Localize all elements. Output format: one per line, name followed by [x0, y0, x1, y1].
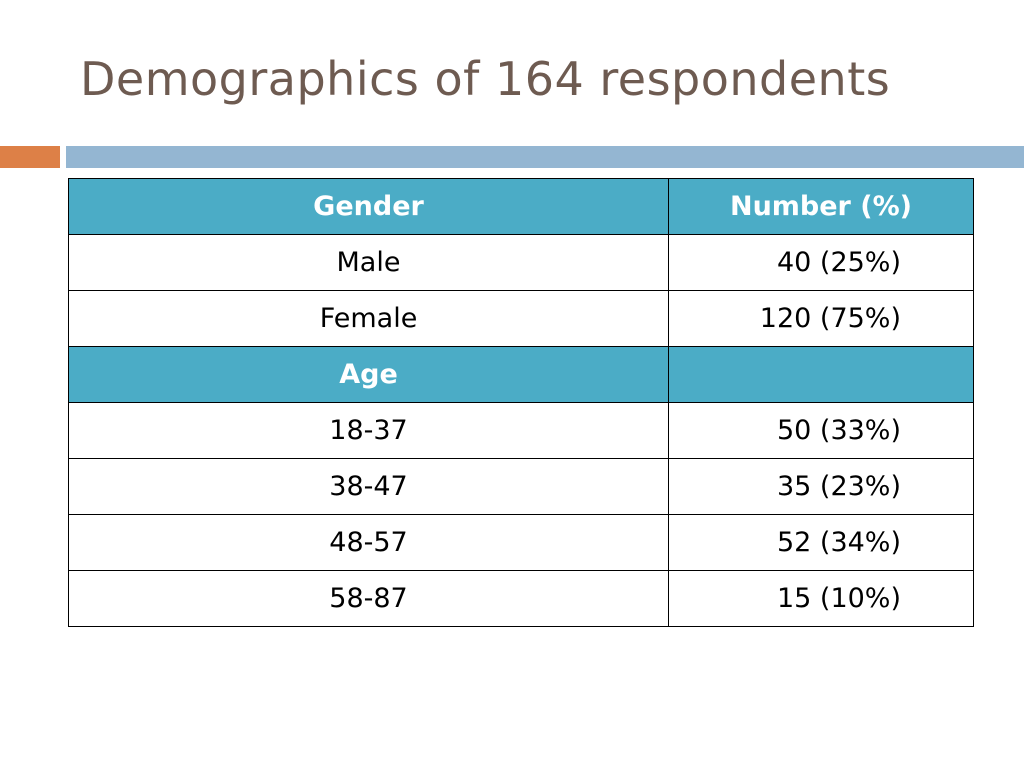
- row-value: 120 (75%): [668, 290, 974, 347]
- accent-bar-blue: [66, 146, 1024, 168]
- slide-title: Demographics of 164 respondents: [80, 52, 891, 106]
- row-label: 18-37: [68, 402, 669, 459]
- age-header-label: Age: [68, 346, 669, 403]
- row-value: 15 (10%): [668, 570, 974, 627]
- row-label: 48-57: [68, 514, 669, 571]
- table-row: 18-37 50 (33%): [68, 402, 974, 459]
- row-label: 38-47: [68, 458, 669, 515]
- table-row: 38-47 35 (23%): [68, 458, 974, 515]
- table-row: Female 120 (75%): [68, 290, 974, 347]
- age-header-value: [668, 346, 974, 403]
- table-row: 48-57 52 (34%): [68, 514, 974, 571]
- row-label: Female: [68, 290, 669, 347]
- row-value: 35 (23%): [668, 458, 974, 515]
- table-row: 58-87 15 (10%): [68, 570, 974, 627]
- age-header-row: Age: [68, 346, 974, 403]
- row-value: 40 (25%): [668, 234, 974, 291]
- row-label: Male: [68, 234, 669, 291]
- number-header-label: Number (%): [668, 178, 974, 235]
- gender-header-row: Gender Number (%): [68, 178, 974, 235]
- accent-bar-orange: [0, 146, 60, 168]
- demographics-table: Gender Number (%) Male 40 (25%) Female 1…: [68, 178, 974, 627]
- row-value: 50 (33%): [668, 402, 974, 459]
- row-label: 58-87: [68, 570, 669, 627]
- table-row: Male 40 (25%): [68, 234, 974, 291]
- row-value: 52 (34%): [668, 514, 974, 571]
- gender-header-label: Gender: [68, 178, 669, 235]
